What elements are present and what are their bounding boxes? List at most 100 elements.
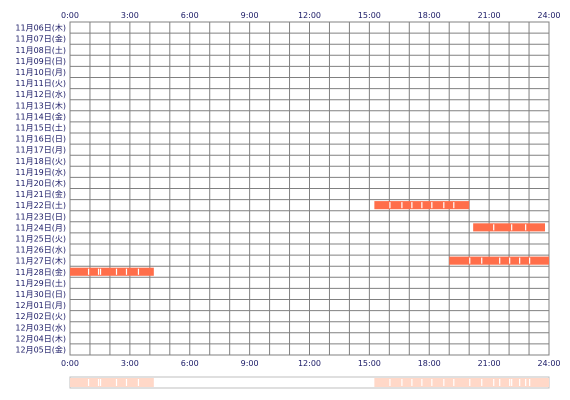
row-label: 11月13日(木) bbox=[15, 100, 66, 110]
activity-gap bbox=[99, 268, 102, 275]
summary-gap bbox=[493, 379, 495, 386]
x-tick-label: 24:00 bbox=[537, 359, 560, 368]
activity-gap bbox=[125, 268, 128, 275]
row-label: 11月30日(日) bbox=[15, 290, 66, 299]
activity-gap bbox=[443, 202, 445, 209]
row-label: 11月09日(日) bbox=[15, 57, 66, 66]
row-label: 11月14日(金) bbox=[15, 111, 66, 121]
x-tick-label: 0:00 bbox=[61, 11, 79, 20]
x-tick-label: 3:00 bbox=[121, 359, 139, 368]
row-label: 12月02日(火) bbox=[15, 312, 66, 321]
activity-gap bbox=[511, 224, 513, 231]
row-label: 12月01日(月) bbox=[15, 301, 66, 310]
x-tick-label: 6:00 bbox=[181, 359, 199, 368]
row-label: 11月29日(土) bbox=[15, 278, 66, 288]
x-tick-label: 15:00 bbox=[358, 359, 381, 368]
summary-gap bbox=[401, 379, 403, 386]
row-label: 11月06日(木) bbox=[15, 23, 66, 33]
row-label: 11月17日(月) bbox=[15, 146, 66, 155]
activity-gap bbox=[115, 268, 118, 275]
summary-bar bbox=[70, 378, 154, 387]
x-tick-label: 15:00 bbox=[358, 11, 381, 20]
activity-gap bbox=[431, 202, 433, 209]
x-tick-label: 3:00 bbox=[121, 11, 139, 20]
summary-gap bbox=[525, 379, 527, 386]
x-tick-label: 0:00 bbox=[61, 359, 79, 368]
summary-gap bbox=[499, 379, 501, 386]
plot-grid bbox=[69, 21, 550, 356]
x-axis-ticks: 0:00 0:00 3:00 3:00 6:00 6:00 9:00 9:00 12:00 12:… bbox=[61, 11, 561, 368]
x-tick-label: 9:00 bbox=[241, 11, 259, 20]
activity-gap bbox=[493, 224, 495, 231]
summary-gap bbox=[481, 379, 483, 386]
row-label: 11月11日(火) bbox=[15, 79, 66, 88]
activity-gap bbox=[469, 257, 471, 264]
summary-gap bbox=[511, 379, 513, 386]
row-label: 11月07日(金) bbox=[15, 34, 66, 44]
activity-gap bbox=[389, 202, 391, 209]
row-label: 11月21日(金) bbox=[15, 189, 66, 199]
summary-gap bbox=[115, 379, 118, 386]
activity-gap bbox=[411, 202, 413, 209]
activity-gap bbox=[529, 257, 531, 264]
activity-gap bbox=[421, 202, 423, 209]
activity-gap bbox=[87, 268, 90, 275]
summary-gap bbox=[529, 379, 531, 386]
row-label: 11月28日(金) bbox=[15, 267, 66, 277]
activity-gap bbox=[137, 268, 140, 275]
x-tick-label: 21:00 bbox=[478, 359, 501, 368]
row-labels: 11月06日(木)11月07日(金)11月08日(土) 11月09日(日) 11月1… bbox=[15, 23, 66, 355]
activity-bar bbox=[70, 267, 154, 276]
x-tick-label: 12:00 bbox=[298, 11, 321, 20]
row-label: 11月12日(水) bbox=[15, 89, 66, 99]
summary-strip bbox=[69, 376, 550, 389]
row-label: 11月08日(土) bbox=[15, 45, 66, 55]
summary-gap bbox=[453, 379, 455, 386]
row-label: 11月19日(水) bbox=[15, 167, 66, 177]
row-label: 12月03日(水) bbox=[15, 322, 66, 332]
x-tick-label: 9:00 bbox=[241, 359, 259, 368]
summary-gap bbox=[97, 379, 100, 386]
summary-gap bbox=[87, 379, 90, 386]
row-label: 11月25日(火) bbox=[15, 234, 66, 243]
row-label: 11月15日(土) bbox=[15, 122, 66, 132]
x-tick-label: 24:00 bbox=[537, 11, 560, 20]
row-label: 11月23日(日) bbox=[15, 212, 66, 221]
summary-gap bbox=[389, 379, 391, 386]
summary-gap bbox=[519, 379, 521, 386]
summary-gap bbox=[443, 379, 445, 386]
summary-gap bbox=[125, 379, 128, 386]
summary-gap bbox=[421, 379, 423, 386]
activity-gap bbox=[519, 257, 521, 264]
row-label: 11月18日(火) bbox=[15, 157, 66, 166]
row-label: 11月20日(木) bbox=[15, 178, 66, 188]
activity-bars bbox=[70, 201, 549, 276]
x-tick-label: 12:00 bbox=[298, 359, 321, 368]
row-label: 11月16日(日) bbox=[15, 135, 66, 144]
row-label: 11月22日(土) bbox=[15, 200, 66, 210]
activity-gap bbox=[481, 257, 483, 264]
summary-gap bbox=[469, 379, 471, 386]
row-label: 11月26日(水) bbox=[15, 245, 66, 255]
x-tick-label: 21:00 bbox=[478, 11, 501, 20]
activity-gap bbox=[525, 224, 527, 231]
activity-gap bbox=[509, 257, 511, 264]
x-tick-label: 18:00 bbox=[418, 11, 441, 20]
row-label: 11月24日(月) bbox=[15, 223, 66, 232]
summary-gap bbox=[509, 379, 511, 386]
activity-gap bbox=[499, 257, 501, 264]
summary-gap bbox=[411, 379, 413, 386]
row-label: 12月05日(金) bbox=[15, 344, 66, 354]
activity-bar bbox=[473, 223, 546, 232]
summary-gap bbox=[99, 379, 102, 386]
summary-gap bbox=[137, 379, 140, 386]
row-label: 12月04日(木) bbox=[15, 333, 66, 343]
summary-gap bbox=[431, 379, 433, 386]
activity-gap bbox=[453, 202, 455, 209]
row-label: 11月10日(月) bbox=[15, 68, 66, 77]
activity-gap bbox=[97, 268, 100, 275]
activity-gap bbox=[401, 202, 403, 209]
x-tick-label: 6:00 bbox=[181, 11, 199, 20]
x-tick-label: 18:00 bbox=[418, 359, 441, 368]
